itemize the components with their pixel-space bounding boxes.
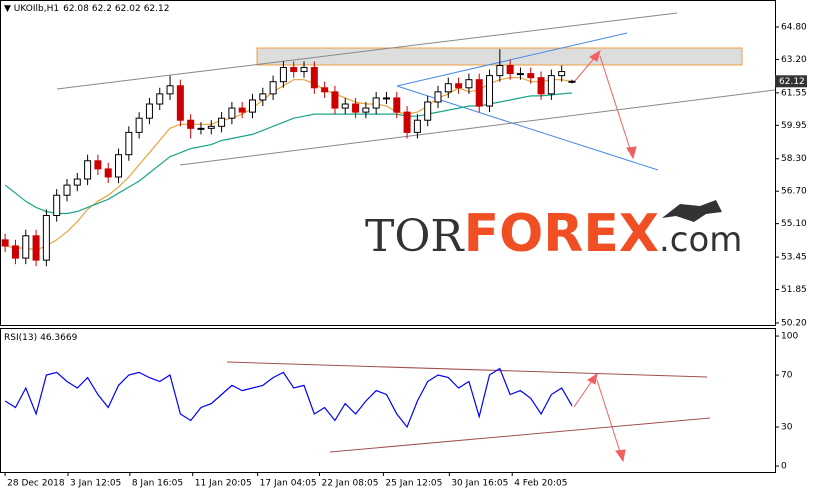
trend-line bbox=[179, 89, 776, 166]
candle-body bbox=[558, 71, 566, 77]
price-panel bbox=[0, 0, 776, 326]
candle-body bbox=[248, 99, 256, 113]
candle-body bbox=[506, 64, 514, 75]
rsi-line bbox=[4, 367, 573, 429]
y-tick-label: 30 bbox=[781, 423, 793, 433]
y-tick-label: 55.10 bbox=[781, 219, 807, 229]
x-tick-label: 28 Dec 2018 bbox=[7, 479, 65, 489]
candle-body bbox=[197, 127, 205, 130]
y-tick-label: 100 bbox=[781, 332, 798, 342]
y-tick-label: 50.20 bbox=[781, 318, 807, 328]
candle-body bbox=[300, 67, 308, 73]
candle-body bbox=[176, 85, 184, 121]
candle-body bbox=[527, 73, 535, 79]
candle-body bbox=[1, 239, 9, 247]
y-tick-label: 0 bbox=[781, 462, 787, 472]
candle-body bbox=[516, 73, 524, 76]
channel-line bbox=[396, 32, 628, 87]
candle-body bbox=[444, 83, 452, 93]
rsi-trend-line bbox=[226, 361, 708, 378]
x-tick-label: 3 Jan 12:05 bbox=[70, 479, 121, 489]
candle-body bbox=[393, 97, 401, 113]
rsi-trend-line bbox=[329, 417, 711, 453]
y-tick-label: 61.55 bbox=[781, 88, 807, 98]
candle-body bbox=[259, 93, 267, 101]
rsi-header: RSI(13) 46.3669 bbox=[4, 333, 78, 343]
y-tick-label: 70 bbox=[781, 371, 793, 381]
candle-body bbox=[372, 97, 380, 109]
x-tick-label: 17 Jan 04:05 bbox=[260, 479, 317, 489]
candle-body bbox=[486, 75, 494, 107]
candle-body bbox=[145, 103, 153, 119]
candle-body bbox=[475, 79, 483, 107]
candle-body bbox=[94, 160, 102, 170]
candle-body bbox=[331, 91, 339, 109]
candle-body bbox=[207, 125, 215, 129]
candle-body bbox=[11, 245, 19, 259]
candle-body bbox=[42, 215, 50, 261]
candle-body bbox=[156, 93, 164, 105]
candle-body bbox=[434, 91, 442, 103]
candle-body bbox=[279, 67, 287, 83]
candle-body bbox=[84, 160, 92, 180]
last-price-label: 62.12 bbox=[779, 77, 805, 87]
candle-body bbox=[455, 83, 463, 89]
x-tick-label: 25 Jan 12:05 bbox=[385, 479, 442, 489]
candle-body bbox=[115, 154, 123, 178]
candle-body bbox=[22, 235, 30, 259]
candle-body bbox=[341, 103, 349, 109]
candle-body bbox=[166, 85, 174, 95]
candle-body bbox=[187, 119, 195, 129]
candle-body bbox=[104, 168, 112, 178]
candle-body bbox=[352, 103, 360, 113]
candle-body bbox=[228, 107, 236, 119]
candle-body bbox=[382, 97, 390, 100]
candle-body bbox=[362, 107, 370, 113]
x-tick-label: 8 Jan 16:05 bbox=[132, 479, 183, 489]
candle-body bbox=[403, 111, 411, 133]
x-tick-label: 4 Feb 20:05 bbox=[514, 479, 567, 489]
candle-body bbox=[413, 119, 421, 133]
candle-body bbox=[63, 184, 71, 196]
candle-body bbox=[53, 194, 61, 217]
y-tick-label: 51.85 bbox=[781, 285, 807, 295]
candle-body bbox=[310, 67, 318, 89]
candle-body bbox=[73, 178, 81, 186]
y-tick-label: 58.30 bbox=[781, 154, 807, 164]
y-tick-label: 53.45 bbox=[781, 253, 807, 263]
candle-body bbox=[135, 117, 143, 133]
forecast-arrows bbox=[573, 49, 637, 463]
price-header: ▼ UKOIlb,H1 62.08 62.2 62.02 62.12 bbox=[4, 4, 169, 14]
candle-body bbox=[269, 81, 277, 95]
bull-icon bbox=[662, 200, 722, 222]
candle-body bbox=[465, 79, 473, 89]
candle-body bbox=[290, 67, 298, 73]
watermark: TORFOREX.com bbox=[365, 204, 742, 264]
candle-body bbox=[568, 80, 576, 83]
candle-body bbox=[547, 75, 555, 95]
y-tick-label: 59.95 bbox=[781, 121, 807, 131]
candle-body bbox=[537, 77, 545, 95]
last-price-box bbox=[775, 75, 807, 88]
candle-body bbox=[424, 101, 432, 121]
candle-body bbox=[321, 87, 329, 93]
x-tick-label: 22 Jan 08:05 bbox=[321, 479, 378, 489]
y-tick-label: 56.70 bbox=[781, 187, 807, 197]
y-tick-label: 63.20 bbox=[781, 55, 807, 65]
candle-body bbox=[32, 235, 40, 261]
candle-body bbox=[218, 117, 226, 127]
x-tick-label: 11 Jan 20:05 bbox=[195, 479, 252, 489]
trend-line bbox=[56, 12, 678, 90]
rsi-panel bbox=[0, 328, 776, 473]
y-tick-label: 64.80 bbox=[781, 22, 807, 32]
candle-body bbox=[496, 64, 504, 77]
candle-body bbox=[125, 131, 133, 156]
candle-body bbox=[238, 107, 246, 113]
x-tick-label: 30 Jan 16:05 bbox=[451, 479, 508, 489]
